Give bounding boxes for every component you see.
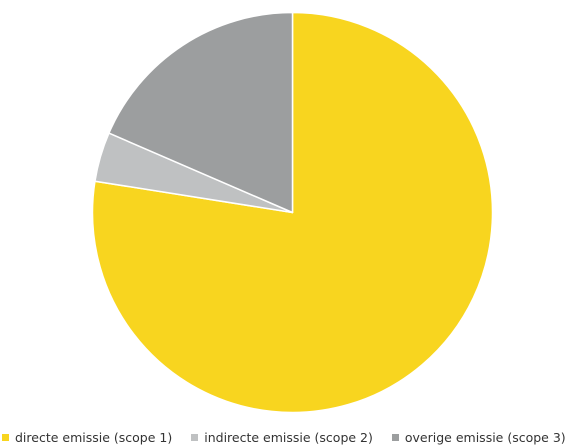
legend-swatch-scope-2	[191, 433, 199, 441]
pie-chart	[91, 11, 494, 414]
legend-label-scope-2: indirecte emissie (scope 2)	[204, 429, 373, 445]
legend-item-scope-3: overige emissie (scope 3)	[391, 429, 566, 445]
legend-item-scope-1: directe emissie (scope 1)	[2, 430, 172, 445]
legend: directe emissie (scope 1) indirecte emis…	[2, 428, 580, 446]
legend-item-scope-2: indirecte emissie (scope 2)	[191, 430, 373, 445]
legend-label-scope-3: overige emissie (scope 3)	[404, 429, 566, 445]
pie-slice-scope-3	[108, 11, 294, 214]
legend-label-scope-1: directe emissie (scope 1)	[15, 429, 173, 445]
legend-swatch-scope-1	[2, 433, 9, 441]
legend-swatch-scope-3	[391, 433, 399, 441]
